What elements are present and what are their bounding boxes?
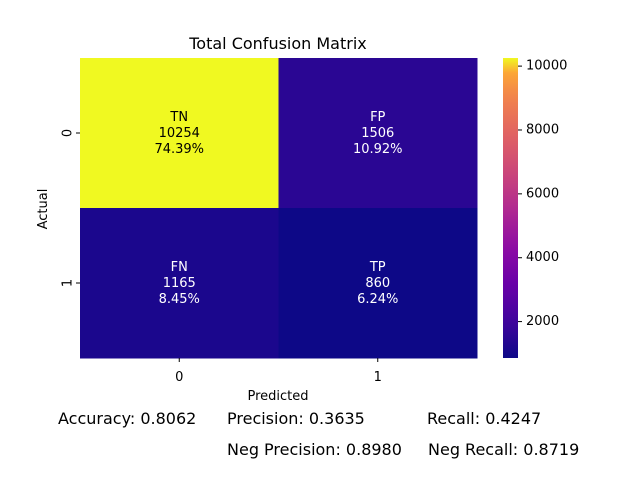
x-tick-label: 0 (175, 370, 183, 385)
neg-precision-metric: Neg Precision: 0.8980 (227, 440, 402, 459)
heatmap-cells: TN1025474.39%FP150610.92%FN11658.45%TP86… (80, 58, 478, 359)
cell-label: TN (169, 110, 188, 125)
y-axis-label: Actual (36, 189, 51, 230)
cell-percent: 6.24% (357, 292, 398, 307)
recall-metric: Recall: 0.4247 (427, 409, 542, 428)
x-axis-label: Predicted (247, 389, 308, 400)
cell-percent: 8.45% (159, 292, 200, 307)
cell-fill (80, 208, 279, 359)
colorbar-tick-label: 8000 (526, 122, 559, 137)
accuracy-metric: Accuracy: 0.8062 (58, 409, 197, 428)
cell-percent: 74.39% (154, 142, 204, 157)
heatmap-axes: 0 1 0 1 (61, 129, 382, 385)
cell-count: 1165 (163, 276, 196, 291)
colorbar: 2000 4000 6000 8000 10000 (503, 58, 567, 358)
precision-metric: Precision: 0.3635 (227, 409, 365, 428)
neg-recall-metric: Neg Recall: 0.8719 (428, 440, 580, 459)
cell-count: 10254 (159, 126, 200, 141)
colorbar-tick-label: 4000 (526, 250, 559, 265)
cell-label: FP (370, 110, 385, 125)
chart-title: Total Confusion Matrix (188, 34, 367, 53)
cell-label: FN (171, 260, 188, 275)
cell-fill (278, 58, 478, 209)
colorbar-tick-label: 2000 (526, 314, 559, 329)
colorbar-tick-label: 10000 (526, 59, 567, 74)
y-tick-label: 1 (61, 279, 76, 287)
cell-label: TP (369, 260, 386, 275)
cell-fill (278, 208, 478, 359)
cell-percent: 10.92% (353, 142, 403, 157)
confusion-matrix-chart: Total Confusion Matrix TN1025474.39%FP15… (36, 34, 567, 400)
colorbar-gradient (503, 58, 518, 358)
y-tick-label: 0 (61, 129, 76, 137)
cell-count: 860 (365, 276, 390, 291)
colorbar-tick-label: 6000 (526, 186, 559, 201)
cell-count: 1506 (361, 126, 394, 141)
x-tick-label: 1 (374, 370, 382, 385)
cell-fill (80, 58, 279, 209)
